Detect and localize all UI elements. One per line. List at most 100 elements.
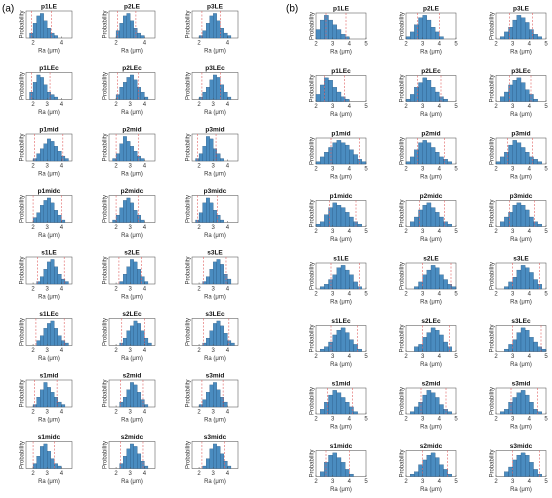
histogram-chart: 2 3 4 5 s1mid Ra (μm) Probability — [310, 381, 369, 431]
bar — [349, 149, 354, 165]
bar — [140, 330, 145, 346]
bar — [430, 265, 436, 290]
x-tick-label: 5 — [364, 167, 368, 173]
bar — [439, 216, 444, 227]
x-tick-label: 2 — [494, 167, 498, 173]
x-tick-label: 4 — [60, 471, 64, 477]
bar — [516, 15, 522, 40]
y-axis-label: Probability — [186, 256, 192, 284]
bar — [533, 469, 538, 477]
bar — [119, 23, 124, 39]
x-tick-label: 3 — [46, 225, 50, 231]
bar — [529, 462, 534, 477]
histogram-chart: 2 3 4 p3mid Ra (μm) Probability — [186, 127, 239, 178]
bar — [54, 266, 58, 285]
chart-title: p1midc — [38, 188, 61, 195]
x-tick-label: 4 — [438, 167, 442, 173]
histogram-chart: 2 3 4 s2mid Ra (μm) Probability — [103, 373, 156, 424]
bar — [340, 462, 346, 477]
chart-title: p2LE — [423, 6, 440, 13]
x-tick-label: 4 — [438, 104, 442, 110]
bar — [512, 459, 517, 477]
histogram-chart: 2 3 4 5 s2LE Ra (μm) Probability — [400, 256, 459, 306]
x-tick-label: 4 — [528, 354, 532, 360]
bar — [520, 147, 526, 165]
x-axis-label: Ra (μm) — [330, 362, 352, 368]
histogram-chart: 2 3 4 5 p2LE Ra (μm) Probability — [400, 6, 459, 56]
x-axis-label: Ra (μm) — [420, 112, 442, 118]
bar — [430, 207, 436, 227]
bar — [541, 348, 547, 352]
bar — [47, 387, 51, 408]
bar — [206, 276, 210, 285]
histogram-chart: 2 3 4 p3LEc Ra (μm) Probability — [186, 65, 239, 116]
x-tick-label: 5 — [544, 42, 548, 48]
y-axis-label: Probability — [186, 72, 192, 100]
bar — [32, 217, 37, 223]
bar — [533, 409, 538, 415]
x-tick-label: 4 — [438, 417, 442, 423]
x-axis-label: Ra (μm) — [204, 172, 226, 178]
x-axis-label: Ra (μm) — [420, 362, 442, 368]
x-tick-label: 4 — [528, 229, 532, 235]
bar — [216, 77, 221, 100]
histogram-chart: 2 3 4 s3midc Ra (μm) Probability — [186, 434, 239, 485]
x-axis-label: Ra (μm) — [420, 50, 442, 56]
bar — [320, 84, 325, 102]
bar — [140, 35, 145, 39]
bar — [435, 31, 440, 40]
bar — [112, 158, 117, 162]
x-axis-label: Ra (μm) — [510, 300, 532, 306]
histogram-chart: 2 3 4 p2LEc Ra (μm) Probability — [103, 65, 156, 116]
bar — [336, 330, 342, 352]
bar — [130, 146, 134, 162]
bar — [349, 473, 354, 477]
bar — [130, 443, 134, 469]
bar — [439, 464, 444, 477]
bar — [357, 286, 362, 290]
bar — [439, 156, 444, 165]
bar — [324, 284, 329, 290]
bar — [50, 259, 55, 285]
x-tick-label: 4 — [143, 287, 147, 293]
y-axis-label: Probability — [20, 10, 26, 38]
bar — [500, 96, 505, 102]
bar — [133, 79, 138, 100]
x-tick-label: 2 — [31, 41, 35, 47]
x-tick-label: 4 — [143, 102, 147, 108]
x-tick-label: 4 — [60, 225, 64, 231]
x-tick-label: 3 — [46, 410, 50, 416]
chart-title: p2midc — [121, 188, 144, 195]
y-axis-label: Probability — [400, 74, 406, 102]
bar — [32, 404, 37, 408]
bar — [123, 456, 127, 469]
bar — [50, 94, 55, 100]
bar — [504, 216, 509, 227]
y-axis-label: Probability — [400, 387, 406, 415]
x-tick-label: 2 — [404, 417, 408, 423]
bar — [206, 337, 210, 346]
bar — [336, 457, 342, 477]
x-tick-label: 2 — [31, 471, 35, 477]
chart-title: s2mid — [123, 373, 142, 380]
x-axis-label: Ra (μm) — [38, 356, 60, 362]
bar — [137, 392, 141, 408]
histogram-chart: 2 3 4 5 p3midc Ra (μm) Probability — [490, 193, 549, 243]
y-axis-label: Probability — [400, 137, 406, 165]
x-tick-label: 5 — [544, 104, 548, 110]
panel-label: (b) — [286, 4, 298, 15]
bar — [443, 409, 448, 415]
chart-title: p3mid — [511, 131, 530, 138]
bar — [430, 147, 436, 165]
y-axis-label: Probability — [490, 199, 496, 227]
bar — [410, 94, 415, 102]
x-tick-label: 2 — [494, 417, 498, 423]
bar — [137, 323, 141, 346]
x-tick-label: 2 — [31, 164, 35, 170]
chart-title: s3mid — [206, 373, 225, 380]
bar — [133, 28, 138, 39]
bar — [43, 20, 48, 39]
bar — [230, 342, 235, 346]
bar — [133, 446, 138, 469]
bar — [426, 455, 432, 477]
